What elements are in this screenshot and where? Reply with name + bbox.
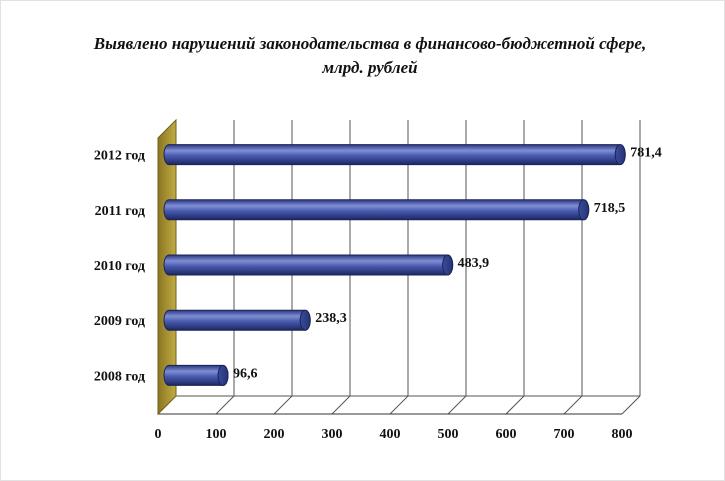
data-label: 483,9 [458, 256, 490, 271]
floor-gridline [215, 395, 235, 415]
x-tick-label: 500 [438, 427, 459, 442]
floor-gridline [621, 395, 641, 415]
chart-title-line-1: Выявлено нарушений законодательства в фи… [93, 34, 647, 53]
bar [163, 144, 626, 166]
data-label: 781,4 [630, 146, 662, 161]
floor-gridline [273, 395, 293, 415]
x-tick-label: 100 [206, 427, 227, 442]
bar [163, 309, 311, 331]
floor-gridline [447, 395, 467, 415]
x-tick-label: 600 [496, 427, 517, 442]
x-tick-label: 700 [554, 427, 575, 442]
category-label: 2011 год [95, 204, 145, 219]
data-label: 718,5 [594, 201, 626, 216]
floor-gridline [389, 395, 409, 415]
bar-end-cap [442, 254, 454, 276]
category-label: 2009 год [94, 314, 145, 329]
x-tick-label: 0 [155, 427, 162, 442]
bar-end-cap [299, 309, 311, 331]
category-label: 2012 год [94, 149, 145, 164]
bar [163, 254, 454, 276]
category-label: 2008 год [94, 369, 145, 384]
bar-end-cap [578, 199, 590, 221]
bar-end-cap [614, 144, 626, 166]
chart-title-line-2: млрд. рублей [322, 58, 418, 77]
bar-end-cap [217, 364, 229, 386]
floor-gridline [331, 395, 351, 415]
floor-gridline [505, 395, 525, 415]
data-label: 96,6 [233, 366, 258, 381]
x-tick-label: 200 [264, 427, 285, 442]
data-label: 238,3 [315, 311, 347, 326]
x-tick-label: 400 [380, 427, 401, 442]
floor-gridline [563, 395, 583, 415]
x-tick-label: 300 [322, 427, 343, 442]
x-tick-label: 800 [612, 427, 633, 442]
bar [163, 199, 590, 221]
category-label: 2010 год [94, 259, 145, 274]
chart-title: Выявлено нарушений законодательства в фи… [40, 32, 700, 80]
